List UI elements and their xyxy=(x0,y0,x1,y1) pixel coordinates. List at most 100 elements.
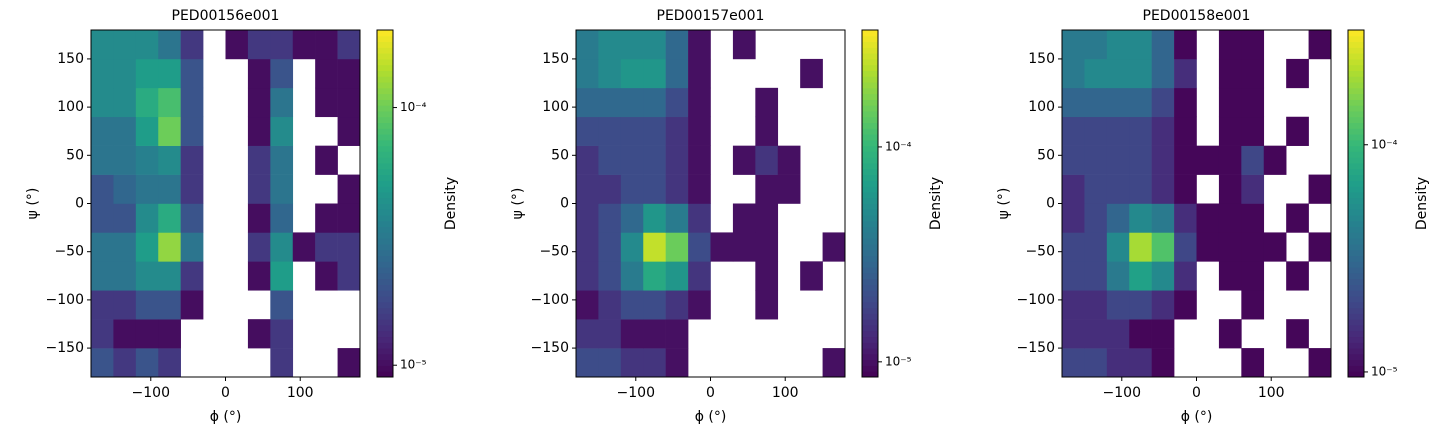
colorbar-tick-label: 10⁻⁴ xyxy=(400,100,427,114)
cell xyxy=(1174,174,1197,204)
cell xyxy=(315,87,338,118)
colorbar-strip xyxy=(1348,128,1364,135)
cell xyxy=(1263,232,1287,262)
cell xyxy=(643,145,666,175)
cell xyxy=(135,174,159,204)
cell xyxy=(643,348,666,378)
colorbar-strip xyxy=(862,336,878,343)
y-tick-label: 50 xyxy=(66,147,84,163)
cell xyxy=(91,87,114,118)
y-tick-label: 150 xyxy=(1028,51,1055,67)
cell xyxy=(337,348,361,378)
colorbar-strip xyxy=(1348,82,1364,89)
cell xyxy=(688,116,711,146)
cell xyxy=(1084,145,1108,175)
cell xyxy=(292,232,316,262)
cell xyxy=(91,58,114,89)
cell xyxy=(91,203,114,233)
colorbar-strip xyxy=(377,238,393,245)
cell xyxy=(113,87,137,118)
cell xyxy=(158,116,181,146)
cell xyxy=(158,87,181,118)
colorbar-strip xyxy=(377,134,393,141)
cell xyxy=(158,290,181,320)
x-tick-label: 100 xyxy=(772,385,799,401)
cell xyxy=(576,232,599,262)
cell xyxy=(1106,290,1130,320)
colorbar-strip xyxy=(377,58,393,66)
cell xyxy=(822,232,846,262)
cell xyxy=(620,203,644,233)
colorbar-strip xyxy=(377,157,393,164)
cell xyxy=(1084,348,1108,378)
cell xyxy=(620,87,644,118)
cell xyxy=(598,261,622,291)
colorbar-strip xyxy=(1348,76,1364,83)
cell xyxy=(755,290,779,320)
colorbar-strip xyxy=(377,180,393,187)
colorbar-label: Density xyxy=(443,177,459,230)
cell xyxy=(598,203,622,233)
cell xyxy=(91,145,114,175)
colorbar-strip xyxy=(862,99,878,106)
cell xyxy=(1084,232,1108,262)
colorbar-strip xyxy=(1348,139,1364,147)
colorbar-strip xyxy=(1348,348,1364,355)
cell xyxy=(1062,348,1085,378)
colorbar-strip xyxy=(377,110,393,118)
colorbar-strip xyxy=(862,319,878,326)
cell xyxy=(113,145,137,175)
cell xyxy=(620,116,644,146)
colorbar-strip xyxy=(862,272,878,280)
cell xyxy=(113,348,137,378)
cell xyxy=(1106,348,1130,378)
cell xyxy=(337,58,361,89)
cell xyxy=(1151,319,1175,349)
colorbar-strip xyxy=(1348,243,1364,251)
colorbar-strip xyxy=(862,267,878,274)
colorbar-strip xyxy=(862,157,878,164)
colorbar-strip xyxy=(862,128,878,135)
cell xyxy=(688,145,711,175)
colorbar-strip xyxy=(1348,267,1364,274)
cell xyxy=(800,58,823,89)
colorbar-strip xyxy=(862,168,878,176)
cell xyxy=(598,319,622,349)
colorbar-strip xyxy=(1348,168,1364,176)
colorbar-strip xyxy=(862,307,878,314)
cell xyxy=(1151,348,1175,378)
cell xyxy=(620,58,644,89)
y-axis-label: ψ (°) xyxy=(25,188,41,220)
cell xyxy=(665,116,689,146)
cell xyxy=(135,145,159,175)
cell xyxy=(180,290,204,320)
colorbar-strip xyxy=(862,209,878,216)
colorbar-strip xyxy=(862,330,878,338)
cell xyxy=(1218,232,1242,262)
cell xyxy=(1129,116,1152,146)
cell xyxy=(643,30,666,60)
colorbar-strip xyxy=(862,93,878,100)
x-tick-label: −100 xyxy=(1103,385,1141,401)
colorbar-strip xyxy=(377,128,393,135)
cell xyxy=(247,116,271,146)
colorbar-strip xyxy=(862,145,878,152)
cell xyxy=(732,232,756,262)
x-tick-label: 0 xyxy=(221,385,230,401)
cell xyxy=(1151,174,1175,204)
cell xyxy=(1151,116,1175,146)
y-tick-label: 150 xyxy=(542,51,569,67)
cell xyxy=(755,116,779,146)
cell xyxy=(1084,290,1108,320)
colorbar-strip xyxy=(377,35,393,43)
colorbar-strip xyxy=(377,330,393,338)
colorbar-strip xyxy=(377,371,393,378)
cell xyxy=(91,319,114,349)
colorbar-strip xyxy=(377,197,393,204)
chart-title: PED00156e001 xyxy=(172,8,280,24)
cell xyxy=(1241,232,1265,262)
cell xyxy=(180,116,204,146)
cell xyxy=(598,348,622,378)
colorbar-strip xyxy=(377,186,393,193)
cell xyxy=(688,58,711,89)
